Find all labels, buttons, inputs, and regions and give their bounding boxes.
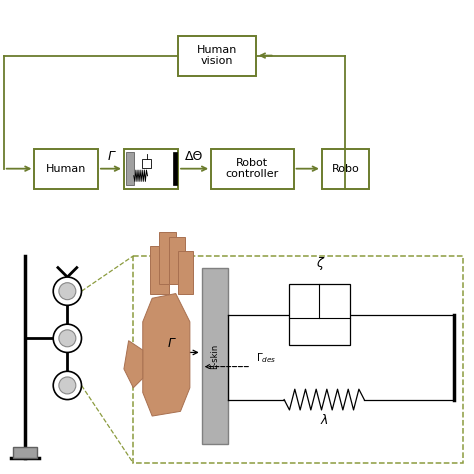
Text: Γ: Γ — [167, 337, 174, 350]
Text: ΔΘ: ΔΘ — [185, 150, 204, 164]
Bar — [142, 159, 151, 168]
Bar — [173, 153, 177, 185]
Text: Robot
controller: Robot controller — [226, 158, 279, 180]
Circle shape — [59, 283, 76, 300]
Circle shape — [59, 377, 76, 394]
Bar — [35, 149, 98, 189]
Text: Robo: Robo — [331, 164, 359, 173]
Polygon shape — [150, 246, 169, 293]
Circle shape — [59, 330, 76, 347]
Bar — [126, 153, 134, 185]
Bar — [13, 447, 36, 458]
Text: $\Gamma_{des}$: $\Gamma_{des}$ — [256, 351, 276, 365]
Bar — [289, 284, 350, 346]
Polygon shape — [178, 251, 193, 293]
Polygon shape — [169, 237, 185, 284]
Circle shape — [53, 324, 82, 353]
Text: ζ: ζ — [316, 257, 323, 270]
Bar — [178, 36, 256, 76]
Polygon shape — [143, 293, 190, 416]
Bar — [211, 149, 293, 189]
Circle shape — [53, 277, 82, 305]
Text: E-skin: E-skin — [210, 343, 219, 369]
Text: Human: Human — [46, 164, 86, 173]
Text: Γ: Γ — [108, 150, 114, 164]
Bar — [201, 268, 228, 444]
Circle shape — [53, 371, 82, 400]
Polygon shape — [124, 341, 143, 388]
Bar — [322, 149, 369, 189]
Text: Human
vision: Human vision — [197, 45, 237, 66]
Polygon shape — [159, 232, 176, 284]
Bar — [133, 256, 463, 463]
Text: λ: λ — [320, 414, 328, 427]
Bar — [124, 149, 178, 189]
